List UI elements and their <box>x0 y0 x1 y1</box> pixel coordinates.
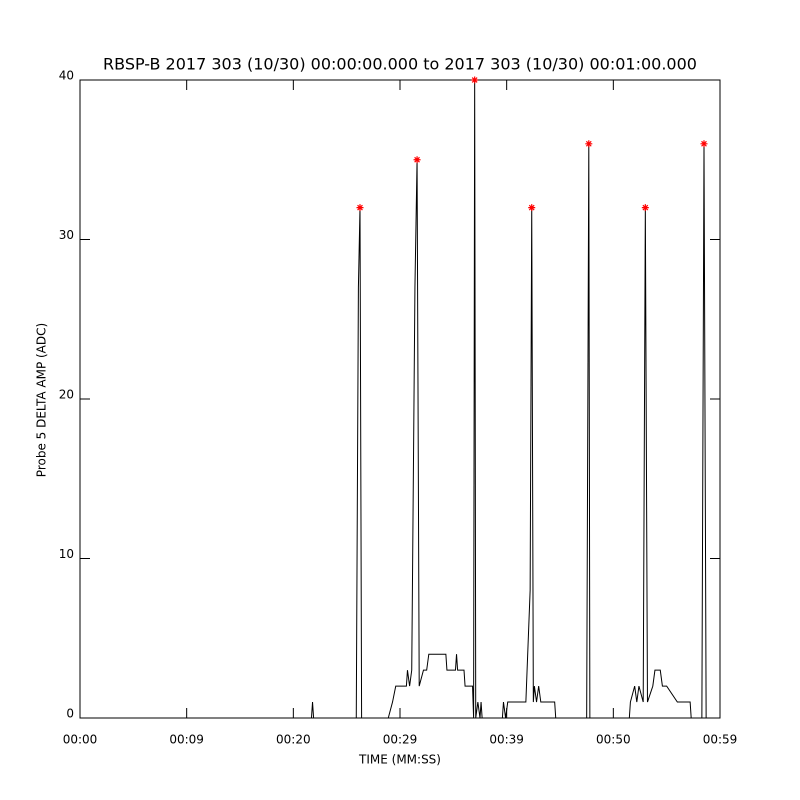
x-axis-label: TIME (MM:SS) <box>358 753 441 767</box>
peak-marker <box>641 204 649 212</box>
peak-marker <box>356 204 364 212</box>
y-axis-label: Probe 5 DELTA AMP (ADC) <box>35 323 49 477</box>
y-tick-label: 10 <box>59 547 74 561</box>
plot-frame <box>79 79 721 719</box>
x-tick-label: 00:09 <box>169 733 204 747</box>
x-tick-label: 00:00 <box>63 733 98 747</box>
data-line <box>80 79 720 719</box>
x-tick-label: 00:20 <box>276 733 311 747</box>
y-tick-label: 30 <box>59 228 74 242</box>
x-tick-label: 00:59 <box>703 733 738 747</box>
x-tick-label: 00:39 <box>489 733 524 747</box>
y-tick-label: 0 <box>66 707 74 721</box>
peak-marker <box>413 156 421 164</box>
x-tick-label: 00:29 <box>383 733 418 747</box>
y-tick-label: 40 <box>59 69 74 83</box>
chart-title: RBSP-B 2017 303 (10/30) 00:00:00.000 to … <box>103 55 697 74</box>
peak-marker <box>585 140 593 148</box>
x-tick-label: 00:50 <box>596 733 631 747</box>
peak-marker <box>700 140 708 148</box>
peak-marker <box>528 204 536 212</box>
peak-marker <box>471 76 479 84</box>
y-tick-label: 20 <box>59 388 74 402</box>
